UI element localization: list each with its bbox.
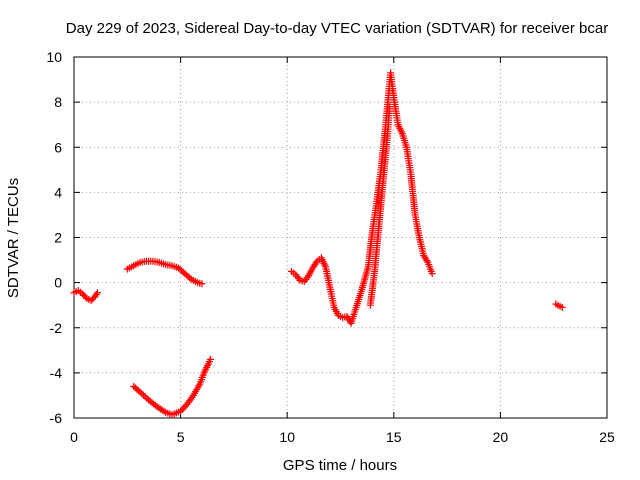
data-point	[136, 388, 144, 396]
axis-ticks: 0 5 10 15 20 25 -6 -4 -2 0 2 4 6 8 10	[46, 49, 615, 445]
data-point	[178, 406, 186, 414]
data-point	[141, 393, 149, 401]
series-arc-1	[70, 287, 101, 305]
data-point	[138, 390, 146, 398]
data-point	[180, 404, 188, 412]
data-point	[206, 355, 214, 363]
data-point	[160, 407, 168, 415]
x-axis-label: GPS time / hours	[283, 457, 397, 474]
data-points	[70, 69, 566, 419]
series-arc-4	[287, 69, 436, 327]
data-point	[92, 290, 100, 298]
x-tick-label: 10	[279, 429, 295, 445]
data-point	[186, 274, 194, 282]
y-tick-label: 10	[46, 49, 62, 65]
y-tick-label: 6	[54, 139, 62, 155]
data-point	[423, 257, 431, 265]
y-tick-label: -2	[50, 320, 63, 336]
x-tick-label: 5	[177, 429, 185, 445]
y-tick-label: -4	[50, 365, 63, 381]
y-tick-label: 0	[54, 275, 62, 291]
y-axis-label: SDTVAR / TECUs	[5, 178, 22, 298]
plot-frame	[73, 56, 608, 419]
series-arc-3	[130, 355, 214, 419]
y-tick-label: 4	[54, 184, 62, 200]
grid-lines	[74, 57, 607, 418]
data-point	[134, 387, 142, 395]
data-point	[81, 293, 89, 301]
x-tick-label: 25	[599, 429, 615, 445]
data-point	[428, 270, 436, 278]
data-point	[177, 407, 185, 415]
data-point	[312, 259, 320, 267]
x-tick-label: 0	[70, 429, 78, 445]
chart-title: Day 229 of 2023, Sidereal Day-to-day VTE…	[66, 20, 608, 37]
series-arc-6	[552, 300, 566, 311]
data-point	[93, 289, 101, 297]
data-point	[198, 280, 206, 288]
data-point	[140, 391, 148, 399]
data-point	[558, 303, 566, 311]
series-arc-5	[366, 103, 394, 309]
y-tick-label: -6	[50, 410, 63, 426]
y-tick-label: 8	[54, 94, 62, 110]
x-tick-label: 15	[386, 429, 402, 445]
series-arc-2	[123, 257, 206, 288]
y-tick-label: 2	[54, 230, 62, 246]
data-point	[386, 103, 394, 111]
x-tick-label: 20	[493, 429, 509, 445]
